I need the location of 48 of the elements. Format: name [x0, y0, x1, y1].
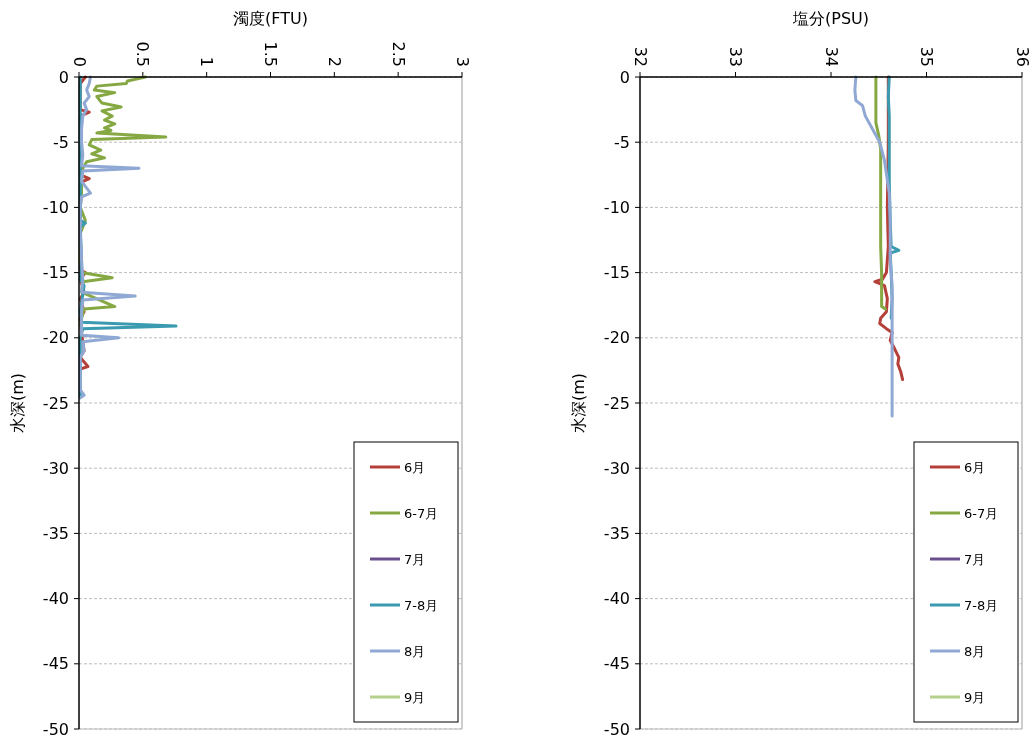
x-tick-label: 33: [726, 46, 745, 67]
x-tick-label: 32: [630, 46, 650, 67]
x-tick-label: 1.5: [261, 41, 280, 67]
y-tick-label: -40: [42, 589, 69, 609]
y-axis-title: 水深(m): [568, 372, 588, 434]
x-tick-label: 35: [917, 46, 936, 67]
legend-label: 9月: [964, 689, 986, 705]
y-tick-label: -30: [603, 458, 630, 478]
y-tick-label: -45: [42, 654, 69, 674]
legend-label: 6月: [964, 459, 986, 475]
y-tick-label: -25: [42, 393, 69, 413]
legend-label: 6月: [404, 459, 426, 475]
legend-label: 7-8月: [404, 597, 439, 613]
y-tick-label: -45: [603, 654, 630, 674]
legend-label: 6-7月: [404, 505, 439, 521]
y-tick-label: -35: [42, 523, 69, 543]
y-tick-label: -15: [603, 263, 630, 283]
y-tick-label: -50: [603, 719, 630, 739]
x-axis-title: 塩分(PSU): [792, 8, 869, 28]
legend-label: 7-8月: [964, 597, 999, 613]
x-tick-label: 36: [1012, 46, 1032, 67]
y-tick-label: -5: [53, 132, 69, 152]
y-tick-label: -40: [603, 589, 630, 609]
x-tick-label: 0: [69, 56, 89, 67]
legend-label: 8月: [964, 643, 986, 659]
y-axis-title: 水深(m): [7, 372, 27, 434]
y-tick-label: -20: [42, 328, 69, 348]
legend-label: 9月: [404, 689, 426, 705]
y-tick-label: -5: [614, 132, 630, 152]
y-tick-label: -25: [603, 393, 630, 413]
x-axis-title: 濁度(FTU): [233, 8, 308, 28]
x-tick-label: 3: [452, 56, 472, 67]
y-tick-label: -50: [42, 719, 69, 739]
legend-label: 8月: [404, 643, 426, 659]
x-tick-label: 2.5: [388, 41, 408, 67]
y-tick-label: -30: [42, 458, 69, 478]
y-tick-label: -20: [603, 328, 630, 348]
x-tick-label: 0.5: [133, 41, 153, 67]
x-tick-label: 2: [324, 56, 344, 67]
x-tick-label: 1: [197, 56, 217, 67]
y-tick-label: -10: [603, 197, 630, 217]
legend-label: 6-7月: [964, 505, 999, 521]
y-tick-label: -35: [603, 523, 630, 543]
x-tick-label: 34: [821, 46, 841, 67]
legend-label: 7月: [404, 551, 426, 567]
y-tick-label: -10: [42, 197, 69, 217]
legend-label: 7月: [964, 551, 986, 567]
y-tick-label: -15: [42, 263, 69, 283]
